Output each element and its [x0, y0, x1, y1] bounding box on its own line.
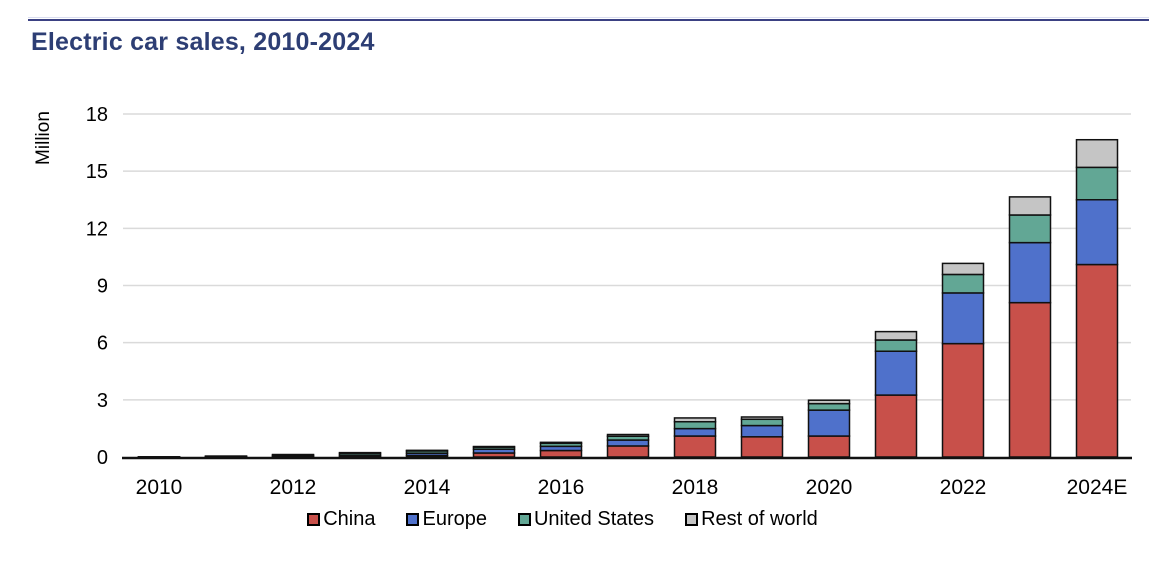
legend-swatch-icon — [685, 513, 699, 526]
bar-segment-2020-rest-of-world — [807, 399, 851, 405]
bar-segment-2016-rest-of-world — [539, 441, 583, 445]
y-tick-label: 15 — [86, 161, 108, 183]
bar-segment-2019-europe — [740, 424, 784, 438]
bar-segment-2019-united-states — [740, 418, 784, 427]
legend-label: United States — [533, 508, 655, 530]
bar-segment-2019-rest-of-world — [740, 416, 784, 421]
x-tick-label: 2020 — [806, 476, 853, 499]
bar-segment-2013-rest-of-world — [338, 451, 382, 454]
bar-segment-2018-europe — [673, 427, 717, 437]
bar-segment-2021-europe — [874, 350, 918, 396]
bar-segment-2023-europe — [1008, 241, 1052, 304]
bar-segment-2023-rest-of-world — [1008, 196, 1052, 216]
x-tick-label: 2016 — [538, 476, 585, 499]
x-tick-label: 2022 — [940, 476, 987, 499]
y-tick-label: 3 — [97, 390, 108, 412]
bar-segment-2024E-united-states — [1075, 166, 1119, 201]
title-divider — [28, 17, 1149, 21]
bar-segment-2022-china — [941, 342, 985, 458]
bar-segment-2017-rest-of-world — [606, 433, 650, 437]
bar-segment-2020-china — [807, 435, 851, 458]
bar-segment-2023-china — [1008, 301, 1052, 458]
legend-label: China — [323, 508, 376, 530]
legend-item-china: China — [307, 508, 375, 531]
bar-segment-2018-rest-of-world — [673, 417, 717, 423]
bar-segment-2020-europe — [807, 409, 851, 437]
y-tick-label: 12 — [86, 218, 108, 240]
bar-segment-2015-rest-of-world — [472, 445, 516, 448]
y-axis-title: Million — [33, 111, 54, 165]
bar-segment-2020-united-states — [807, 402, 851, 411]
legend-swatch-icon — [307, 513, 321, 526]
bar-segment-2021-united-states — [874, 339, 918, 352]
chart-title: Electric car sales, 2010-2024 — [31, 28, 375, 56]
bar-segment-2022-europe — [941, 292, 985, 345]
bar-segment-2014-rest-of-world — [405, 449, 449, 452]
legend-item-rest-of-world: Rest of world — [685, 508, 818, 531]
x-tick-label: 2018 — [672, 476, 719, 499]
x-tick-label: 2024E — [1067, 476, 1128, 499]
bar-segment-2021-china — [874, 394, 918, 458]
x-tick-label: 2014 — [404, 476, 451, 499]
bar-segment-2022-rest-of-world — [941, 262, 985, 276]
bar-segment-2024E-china — [1075, 263, 1119, 458]
legend-swatch-icon — [517, 513, 531, 526]
legend-label: Europe — [422, 508, 487, 530]
y-tick-label: 18 — [86, 104, 108, 126]
bar-segment-2012-rest-of-world — [271, 453, 315, 456]
bar-segment-2023-united-states — [1008, 214, 1052, 244]
y-tick-label: 0 — [97, 447, 108, 469]
bar-segment-2024E-rest-of-world — [1075, 138, 1119, 169]
legend-item-united-states: United States — [517, 508, 655, 531]
x-tick-label: 2012 — [270, 476, 317, 499]
bar-segment-2021-rest-of-world — [874, 330, 918, 341]
bar-segment-2017-europe — [606, 439, 650, 447]
bar-segment-2017-china — [606, 445, 650, 458]
bar-segment-2024E-europe — [1075, 199, 1119, 266]
legend-label: Rest of world — [701, 508, 818, 530]
bar-segment-2018-china — [673, 435, 717, 458]
legend-swatch-icon — [406, 513, 420, 526]
y-tick-label: 6 — [97, 333, 108, 355]
bar-segment-2016-china — [539, 449, 583, 458]
legend-item-europe: Europe — [406, 508, 487, 531]
x-tick-label: 2010 — [136, 476, 183, 499]
y-tick-label: 9 — [97, 276, 108, 298]
bar-segment-2022-united-states — [941, 273, 985, 294]
bar-segment-2019-china — [740, 436, 784, 458]
chart-legend: China Europe United States Rest of world — [0, 508, 1125, 531]
bar-segment-2018-united-states — [673, 420, 717, 430]
